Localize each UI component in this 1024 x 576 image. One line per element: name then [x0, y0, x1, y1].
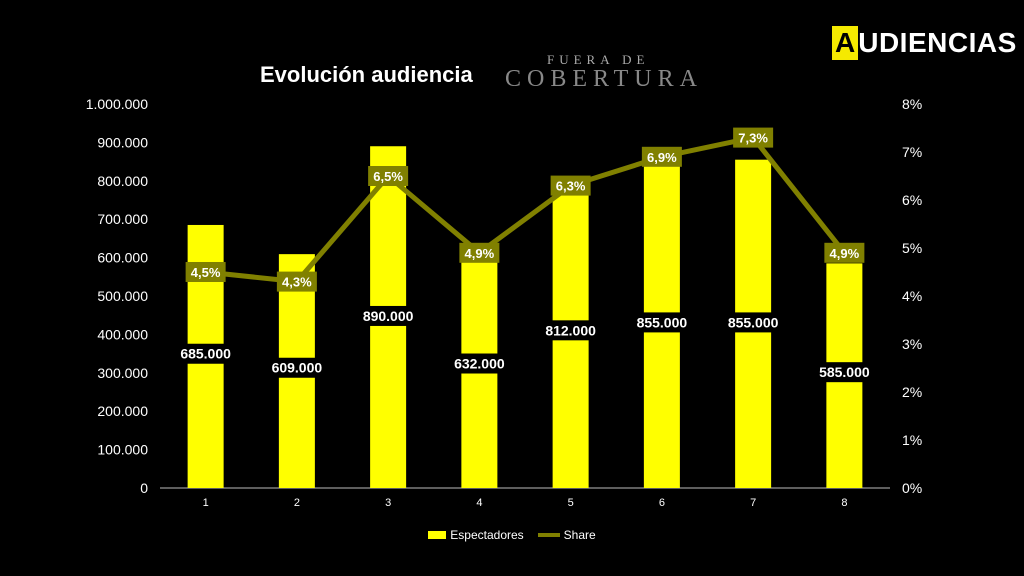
share-label-bg	[459, 242, 500, 263]
bar-label-bg	[355, 305, 422, 326]
legend-item-bars: Espectadores	[428, 528, 524, 542]
y-left-tick-label: 100.000	[97, 442, 148, 458]
bar-label-bg	[263, 357, 330, 378]
y-left-tick-label: 700.000	[97, 211, 148, 227]
y-left-tick-label: 600.000	[97, 250, 148, 266]
x-tick-label: 2	[294, 497, 300, 509]
brand-line2: COBERTURA	[505, 66, 703, 92]
y-right-tick-label: 8%	[902, 96, 922, 112]
share-label-bg	[550, 175, 591, 196]
y-left-tick-label: 800.000	[97, 173, 148, 189]
x-tick-label: 1	[203, 497, 209, 509]
bar-label-bg	[811, 362, 878, 383]
share-data-label: 6,5%	[373, 169, 403, 184]
bar-data-label: 855.000	[728, 314, 779, 330]
bar-data-label: 585.000	[819, 364, 870, 380]
share-data-label: 4,9%	[465, 246, 495, 261]
share-data-label: 6,9%	[647, 150, 677, 165]
y-left-tick-label: 300.000	[97, 365, 148, 381]
legend-label-bars: Espectadores	[450, 528, 524, 542]
y-left-tick-label: 0	[140, 480, 148, 496]
share-label-bg	[733, 127, 774, 148]
x-tick-label: 8	[841, 497, 847, 509]
x-tick-label: 6	[659, 497, 665, 509]
brand-line1: FUERA DE	[547, 52, 650, 67]
y-right-tick-label: 6%	[902, 192, 922, 208]
bar-data-label: 609.000	[272, 360, 323, 376]
bar-data-label: 685.000	[180, 346, 231, 362]
logo-first-letter: A	[832, 26, 859, 60]
legend-swatch-line	[537, 533, 560, 537]
bar-label-bg	[446, 353, 513, 374]
y-right-tick-label: 7%	[902, 144, 922, 160]
share-label-bg	[641, 146, 682, 167]
bar-label-bg	[720, 312, 787, 333]
y-left-tick-label: 900.000	[97, 134, 148, 150]
y-right-tick-label: 4%	[902, 288, 922, 304]
share-label-bg	[824, 242, 865, 263]
bar-label-bg	[628, 312, 695, 333]
chart-legend: Espectadores Share	[0, 528, 1024, 542]
y-right-tick-label: 2%	[902, 384, 922, 400]
brand-watermark: FUERA DE COBERTURA	[505, 52, 697, 97]
logo-text: UDIENCIAS	[858, 27, 1017, 58]
share-label-bg	[368, 166, 409, 186]
share-data-label: 4,3%	[282, 275, 312, 290]
legend-swatch-bars	[428, 531, 447, 539]
y-right-tick-label: 1%	[902, 432, 922, 448]
share-data-label: 7,3%	[738, 131, 768, 146]
share-label-bg	[276, 271, 317, 292]
y-right-tick-label: 5%	[902, 240, 922, 256]
x-tick-label: 5	[568, 497, 574, 509]
bar-data-label: 890.000	[363, 308, 414, 324]
bar-data-label: 855.000	[637, 314, 688, 330]
y-right-tick-label: 3%	[902, 336, 922, 352]
share-data-label: 6,3%	[556, 179, 586, 194]
share-label-bg	[185, 262, 226, 282]
chart-title: Evolución audiencia	[260, 62, 473, 87]
audiencias-logo: A UDIENCIAS	[832, 26, 1017, 60]
x-tick-label: 7	[750, 497, 756, 509]
share-data-label: 4,9%	[830, 246, 860, 261]
y-left-tick-label: 400.000	[97, 326, 148, 342]
x-tick-label: 3	[385, 497, 391, 509]
x-tick-label: 4	[476, 497, 482, 509]
legend-item-line: Share	[537, 528, 596, 542]
bar-label-bg	[537, 320, 604, 341]
y-right-tick-label: 0%	[902, 480, 922, 496]
y-left-tick-label: 200.000	[97, 403, 148, 419]
bar-data-label: 812.000	[545, 322, 596, 338]
y-left-tick-label: 1.000.000	[86, 96, 148, 112]
bar-data-label: 632.000	[454, 356, 505, 372]
bar-label-bg	[172, 343, 239, 364]
legend-label-line: Share	[563, 528, 596, 542]
share-data-label: 4,5%	[191, 265, 221, 280]
y-left-tick-label: 500.000	[97, 288, 148, 304]
